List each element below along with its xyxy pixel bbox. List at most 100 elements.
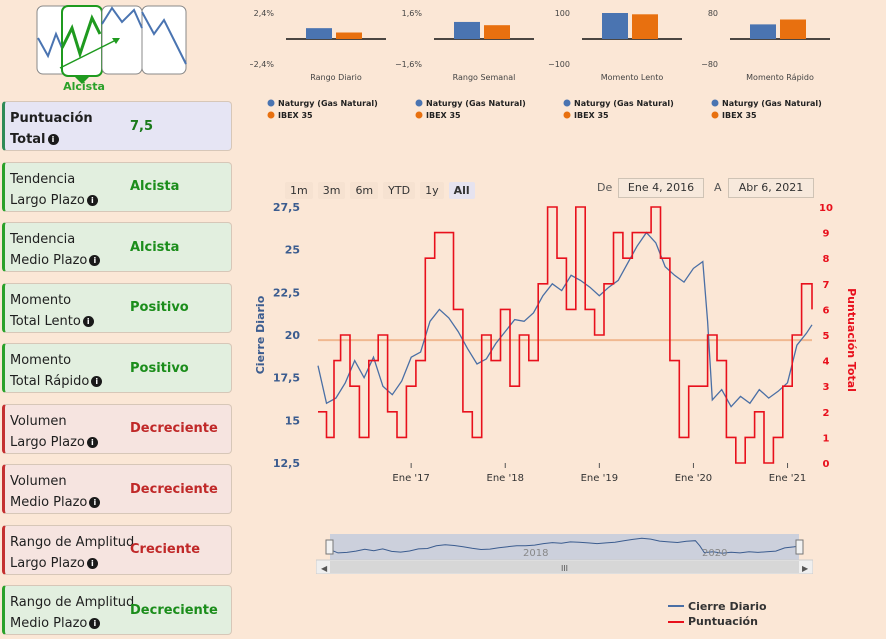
signal-card-name-line2: Largo Plazo xyxy=(10,555,85,571)
y-tick-label: 15 xyxy=(285,414,300,427)
navigator-handle-left[interactable] xyxy=(325,539,334,555)
signal-card[interactable]: Momento Total Lento i Positivo xyxy=(2,282,232,333)
y2-axis-label: Puntuación Total xyxy=(845,288,858,392)
legend-item-price[interactable]: Cierre Diario xyxy=(668,600,767,613)
navigator-handle-right[interactable] xyxy=(795,539,804,555)
signal-card-name-line1: Rango de Amplitud xyxy=(10,595,135,610)
signal-card-value: Decreciente xyxy=(130,481,218,497)
scrollbar-grip-icon[interactable]: III xyxy=(561,564,568,573)
y-axis-label: Cierre Diario xyxy=(254,295,267,374)
navigator-series-line xyxy=(329,537,800,554)
from-date-input[interactable]: Ene 4, 2016 xyxy=(618,178,704,198)
legend-dot-icon xyxy=(267,99,275,107)
signal-card-name-line2: Total Lento xyxy=(10,313,81,329)
legend-dot-icon xyxy=(563,99,571,107)
mini-bar xyxy=(632,14,658,40)
range-selector: 1m 3m 6m YTD 1y All xyxy=(285,179,480,199)
signal-card-name-line1: Volumen xyxy=(10,474,67,489)
legend-label-price: Cierre Diario xyxy=(688,599,767,613)
signal-card[interactable]: Rango de Amplitud Medio Plazo i Decreciente xyxy=(2,585,232,635)
info-icon[interactable]: i xyxy=(86,194,98,206)
signal-card-name-line1: Puntuación xyxy=(10,111,93,126)
signal-card[interactable]: Momento Total Rápido i Positivo xyxy=(2,343,232,393)
info-icon[interactable]: i xyxy=(89,618,101,629)
scroll-right-arrow-icon[interactable]: ▶ xyxy=(802,564,809,573)
signal-card-name-line1: Momento xyxy=(10,292,72,308)
signal-card-value: 7,5 xyxy=(130,118,154,134)
info-icon[interactable]: i xyxy=(82,315,94,327)
mini-legend-label: IBEX 35 xyxy=(278,111,313,120)
signal-card-value: Decreciente xyxy=(130,421,218,436)
signal-card-value: Alcista xyxy=(130,239,180,255)
y-tick-label: 27,5 xyxy=(273,201,300,214)
navigator[interactable]: 2018 2020 ◀ ▶ III xyxy=(316,532,813,574)
signal-card-name-line1: Volumen xyxy=(10,413,67,429)
mini-bar xyxy=(336,32,362,39)
mini-chart: 80 −80 Momento Rápido Naturgy (Gas Natural)… xyxy=(701,9,830,120)
signal-card[interactable]: Volumen Medio Plazo i Decreciente xyxy=(2,464,232,514)
logo-arrowhead xyxy=(112,38,120,44)
scrollbar-thumb[interactable] xyxy=(330,561,799,573)
range-button[interactable]: 3m xyxy=(317,182,346,199)
score-series-line xyxy=(318,206,813,464)
range-button[interactable]: All xyxy=(448,182,475,199)
signal-card[interactable]: Puntuación Total i 7,5 xyxy=(2,101,232,151)
legend-item-score[interactable]: Puntuación xyxy=(668,615,758,628)
x-tick-label: Ene '19 xyxy=(581,473,618,484)
info-icon[interactable]: i xyxy=(89,497,101,508)
signal-card-value: Alcista xyxy=(130,179,180,194)
signal-card-value: Positivo xyxy=(130,360,189,376)
y-tick-label: 22,5 xyxy=(273,286,300,299)
range-button[interactable]: 1m xyxy=(285,182,313,199)
info-icon[interactable]: i xyxy=(91,376,103,387)
mini-chart: 2,4% −2,4% Rango Diario Naturgy (Gas Natura… xyxy=(250,9,386,120)
navigator-label: 2020 xyxy=(702,548,727,559)
logo-panel xyxy=(141,5,187,75)
legend-dot-icon xyxy=(415,99,423,107)
y2-tick-label: 2 xyxy=(823,408,830,419)
signal-card-name: Momento Total Rápido i xyxy=(10,350,103,392)
from-label: De xyxy=(597,181,613,194)
x-tick-label: Ene '21 xyxy=(769,473,806,484)
signal-card[interactable]: Volumen Largo Plazo i Decreciente xyxy=(2,403,232,454)
signal-card-name: Puntuación Total i xyxy=(10,108,93,150)
signal-card[interactable]: Tendencia Largo Plazo i Alcista xyxy=(2,161,232,212)
range-button[interactable]: 6m xyxy=(350,182,379,199)
info-icon[interactable]: i xyxy=(47,134,59,145)
mini-bar-charts: 2,4% −2,4% Rango Diario Naturgy (Gas Natura… xyxy=(250,9,830,120)
signal-card-name-line1: Momento xyxy=(10,353,72,368)
signal-card-name-line2: Largo Plazo xyxy=(10,434,85,450)
scroll-left-arrow-icon[interactable]: ◀ xyxy=(321,564,328,573)
signal-card-value: Positivo xyxy=(130,300,189,315)
signal-card[interactable]: Rango de Amplitud Largo Plazo i Creciente xyxy=(2,524,232,575)
mini-bar xyxy=(454,21,480,39)
y2-tick-label: 5 xyxy=(823,331,830,342)
mini-ytick-label: 1,6% xyxy=(402,9,423,18)
mini-legend-label: Naturgy (Gas Natural) xyxy=(574,99,674,108)
y-tick-label: 20 xyxy=(285,329,301,342)
range-button[interactable]: 1y xyxy=(420,182,444,199)
signal-card-name: Tendencia Medio Plazo i xyxy=(10,229,101,271)
chart-legend: Cierre Diario Puntuación xyxy=(668,597,886,628)
to-label: A xyxy=(714,181,722,194)
legend-dot-icon xyxy=(711,111,719,119)
mini-legend-label: IBEX 35 xyxy=(722,111,757,120)
mini-legend-label: Naturgy (Gas Natural) xyxy=(278,99,378,108)
info-icon[interactable]: i xyxy=(86,557,98,569)
mini-chart: 100 −100 Momento Lento Naturgy (Gas Natural… xyxy=(548,9,682,120)
signal-card-name: Tendencia Largo Plazo i xyxy=(10,169,98,211)
legend-dot-icon xyxy=(415,111,423,119)
legend-swatch-price xyxy=(668,605,684,607)
logo-label: Alcista xyxy=(63,80,105,93)
to-date-input[interactable]: Abr 6, 2021 xyxy=(728,178,814,198)
range-button[interactable]: YTD xyxy=(383,182,416,199)
signal-card-name-line1: Tendencia xyxy=(10,171,76,187)
y2-tick-label: 1 xyxy=(823,433,830,444)
x-tick-label: Ene '17 xyxy=(392,473,429,484)
info-icon[interactable]: i xyxy=(89,255,101,266)
signal-card-name: Volumen Largo Plazo i xyxy=(10,411,98,453)
info-icon[interactable]: i xyxy=(86,436,98,448)
mini-legend-label: IBEX 35 xyxy=(426,111,461,120)
signal-card[interactable]: Tendencia Medio Plazo i Alcista xyxy=(2,222,232,272)
navigator-window[interactable] xyxy=(330,534,799,560)
